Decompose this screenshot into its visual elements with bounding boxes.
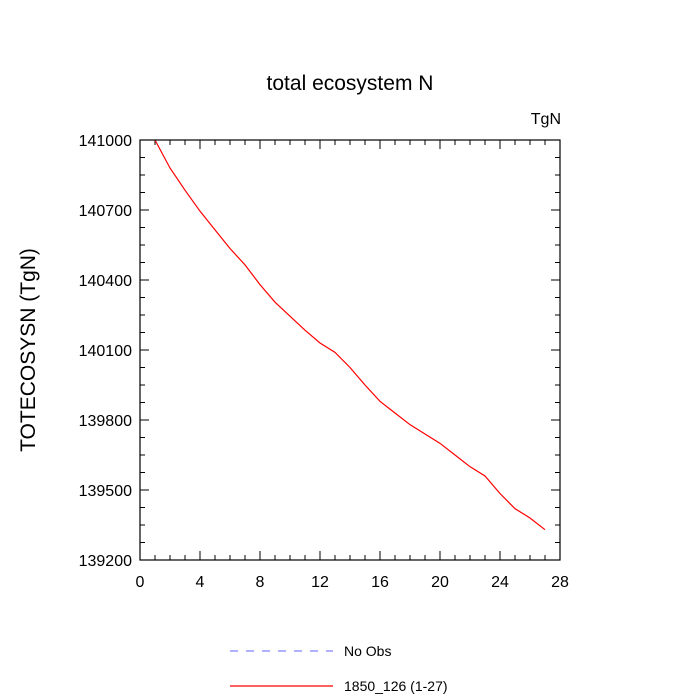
plot-frame [139, 139, 561, 561]
y-tick-label: 140700 [79, 203, 132, 220]
axis-tick-labels: 0 4 8 12 16 20 24 28 139200 139500 139800 140100 140… [79, 133, 569, 591]
y-tick-label: 141000 [79, 133, 132, 150]
x-tick-label: 12 [311, 574, 329, 591]
units-label: TgN [531, 111, 561, 128]
y-tick-label: 140400 [79, 273, 132, 290]
y-tick-label: 140100 [79, 343, 132, 360]
x-tick-label: 28 [551, 574, 569, 591]
y-tick-label: 139800 [79, 413, 132, 430]
legend: No Obs 1850_126 (1-27) [230, 643, 448, 694]
chart-title: total ecosystem N [267, 72, 434, 95]
series-line-1 [154, 139, 546, 531]
x-tick-label: 20 [431, 574, 449, 591]
legend-label-1: 1850_126 (1-27) [344, 678, 448, 694]
x-tick-label: 4 [196, 574, 205, 591]
x-tick-label: 8 [256, 574, 265, 591]
x-tick-label: 16 [371, 574, 389, 591]
y-tick-label: 139500 [79, 483, 132, 500]
axis-ticks [139, 139, 561, 561]
x-tick-label: 24 [491, 574, 509, 591]
series-layer [154, 139, 546, 531]
y-tick-label: 139200 [79, 553, 132, 570]
y-axis-label: TOTECOSYSN (TgN) [17, 248, 40, 452]
x-tick-label: 0 [136, 574, 145, 591]
legend-label-0: No Obs [344, 643, 391, 659]
